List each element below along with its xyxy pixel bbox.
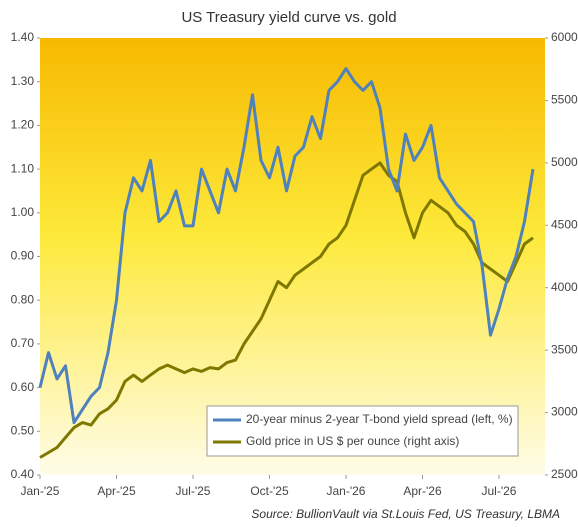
y-tick-label: 1.20 bbox=[11, 118, 35, 132]
legend-box bbox=[206, 405, 519, 457]
y-tick-label: 1.00 bbox=[11, 205, 35, 219]
x-tick-label: Apr-'25 bbox=[97, 484, 136, 498]
series-line bbox=[38, 67, 535, 425]
plot-area bbox=[40, 38, 545, 475]
legend-label: 20-year minus 2-year T-bond yield spread… bbox=[246, 412, 513, 426]
y-tick-label: 0.50 bbox=[11, 423, 35, 437]
y2-tick-label: 5500 bbox=[551, 93, 578, 107]
y-tick-label: 1.40 bbox=[11, 30, 35, 44]
y-tick-label: 1.30 bbox=[11, 74, 35, 88]
x-tick-label: Jan-'26 bbox=[327, 484, 366, 498]
x-tick-label: Jul-'25 bbox=[176, 484, 211, 498]
source: Source: BullionVault via St.Louis Fed, U… bbox=[251, 507, 560, 521]
x-tick-label: Jan-'25 bbox=[21, 484, 60, 498]
y-tick-label: 0.90 bbox=[11, 249, 35, 263]
y-tick-label: 0.40 bbox=[11, 467, 35, 481]
x-tick-label: Oct-'25 bbox=[250, 484, 289, 498]
chart-title: US Treasury yield curve vs. gold bbox=[181, 9, 396, 26]
y-tick-label: 0.60 bbox=[11, 380, 35, 394]
legend-label: Gold price in US $ per ounce (right axis… bbox=[246, 434, 459, 448]
y-tick-label: 0.70 bbox=[11, 336, 35, 350]
y-tick-label: 1.10 bbox=[11, 161, 35, 175]
x-tick-label: Apr-'26 bbox=[403, 484, 442, 498]
y2-tick-label: 3500 bbox=[551, 342, 578, 356]
y2-tick-label: 3000 bbox=[551, 405, 578, 419]
y2-tick-label: 4500 bbox=[551, 217, 578, 231]
y2-tick-label: 4000 bbox=[551, 280, 578, 294]
y2-tick-label: 6000 bbox=[551, 30, 578, 44]
y-tick-label: 0.80 bbox=[11, 292, 35, 306]
x-tick-label: Jul-'26 bbox=[482, 484, 517, 498]
y2-tick-label: 5000 bbox=[551, 155, 578, 169]
series-line bbox=[39, 161, 534, 459]
y2-tick-label: 2500 bbox=[551, 467, 578, 481]
